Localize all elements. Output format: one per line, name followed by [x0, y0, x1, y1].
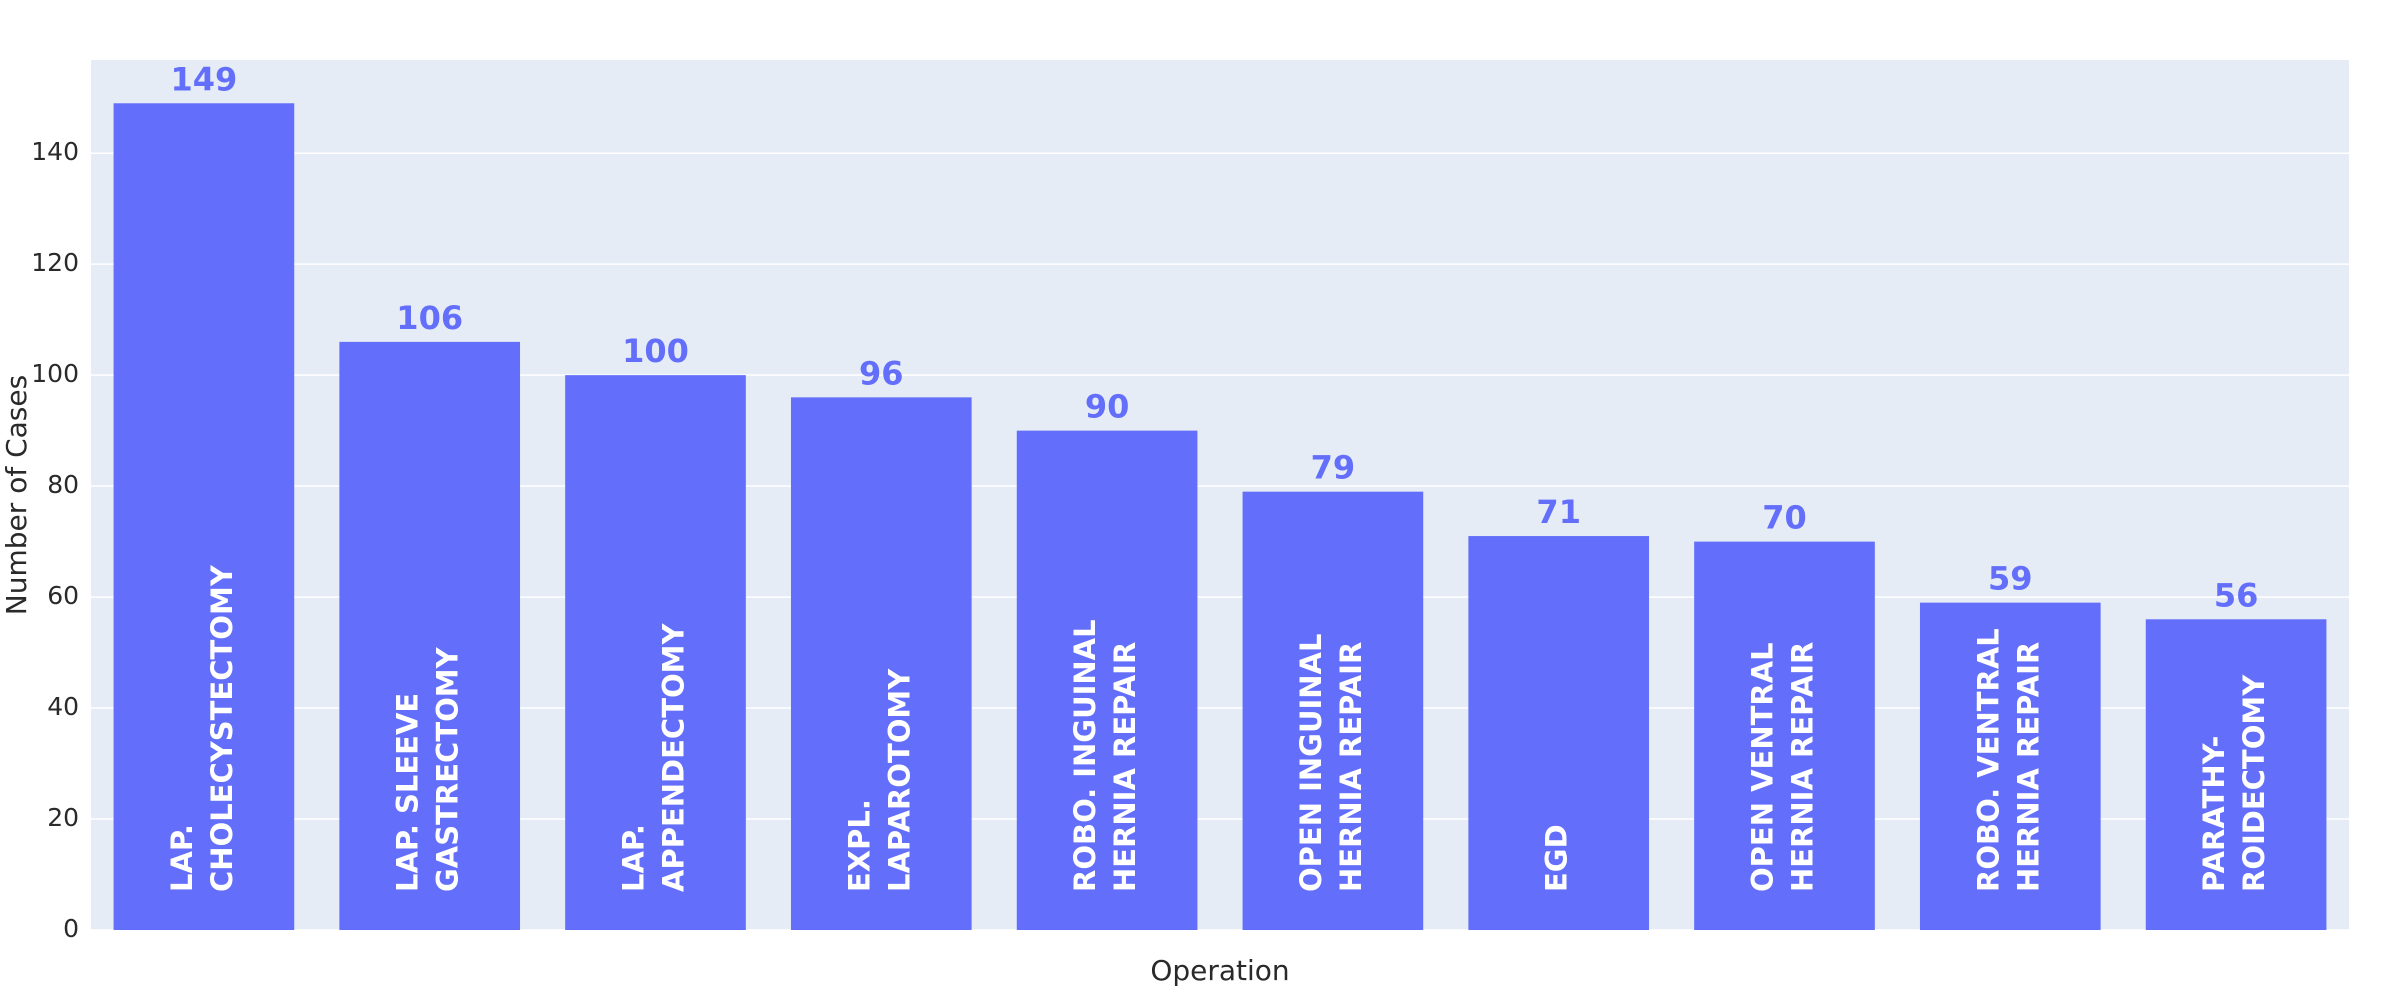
category-label: CHOLECYSTECTOMY — [205, 564, 239, 892]
bar — [1919, 602, 2101, 930]
category-label: PARATHY- — [2197, 736, 2231, 892]
bar — [1242, 491, 1424, 930]
y-tick-label: 40 — [47, 692, 79, 721]
category-label: EXPL. — [842, 799, 876, 892]
value-label: 56 — [2214, 576, 2259, 614]
category-label: EGD — [1540, 824, 1574, 892]
value-label: 106 — [396, 299, 463, 337]
category-label: OPEN VENTRAL — [1746, 642, 1780, 892]
value-label: 149 — [171, 60, 238, 98]
value-label: 90 — [1085, 388, 1130, 426]
category-label: ROIDECTOMY — [2237, 674, 2271, 892]
bar — [790, 397, 972, 930]
bar — [339, 341, 521, 930]
value-label: 79 — [1311, 449, 1356, 487]
value-label: 96 — [859, 354, 904, 392]
value-label: 70 — [1762, 499, 1807, 537]
y-tick-label: 60 — [47, 581, 79, 610]
category-label: LAP. — [165, 824, 199, 892]
category-label: ROBO. INGUINAL — [1068, 619, 1102, 892]
bar — [1016, 430, 1198, 930]
y-tick-label: 140 — [31, 137, 79, 166]
value-label: 71 — [1536, 493, 1581, 531]
y-axis-title: Number of Cases — [0, 375, 33, 615]
category-label: LAP. — [617, 824, 651, 892]
y-tick-label: 0 — [63, 914, 79, 943]
bar — [113, 103, 295, 930]
category-label: LAPAROTOMY — [882, 668, 916, 892]
category-label: GASTRECTOMY — [431, 646, 465, 892]
bar — [1468, 536, 1650, 930]
bar — [1694, 541, 1875, 930]
category-label: HERNIA REPAIR — [1334, 642, 1368, 892]
category-label: LAP. SLEEVE — [391, 693, 425, 892]
y-tick-label: 100 — [31, 359, 79, 388]
bar — [2145, 619, 2327, 930]
value-label: 59 — [1988, 560, 2033, 598]
category-label: HERNIA REPAIR — [1108, 642, 1142, 892]
bar — [565, 375, 746, 930]
value-label: 100 — [622, 332, 689, 370]
y-tick-label: 80 — [47, 470, 79, 499]
y-tick-label: 120 — [31, 248, 79, 277]
y-tick-label: 20 — [47, 803, 79, 832]
category-label: HERNIA REPAIR — [1786, 642, 1820, 892]
category-label: HERNIA REPAIR — [2011, 642, 2045, 892]
category-label: OPEN INGUINAL — [1294, 634, 1328, 892]
category-label: APPENDECTOMY — [657, 623, 691, 892]
x-axis-title: Operation — [1150, 954, 1289, 987]
category-label: ROBO. VENTRAL — [1971, 628, 2005, 892]
